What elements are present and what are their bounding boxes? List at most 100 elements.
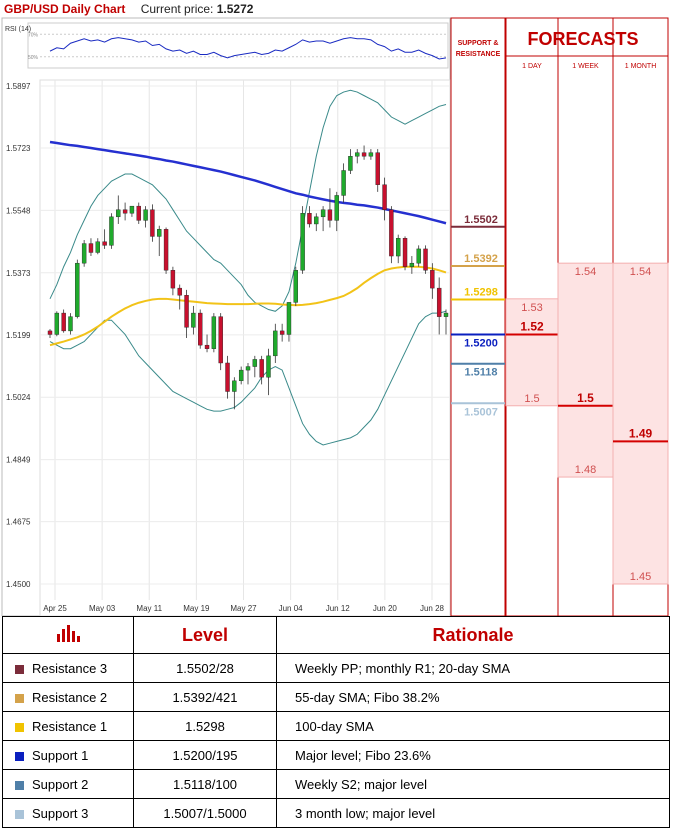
candle	[361, 145, 367, 160]
candle-body	[232, 380, 237, 392]
candle-body	[47, 330, 53, 335]
candle	[143, 206, 148, 228]
y-tick-label: 1.4849	[6, 456, 31, 465]
x-tick-label: Jun 20	[373, 604, 398, 613]
rsi-label: RSI (14)	[5, 26, 31, 33]
bollinger-lower-line	[49, 310, 447, 446]
sr-level-label: 1.5298	[464, 287, 498, 299]
candle-body	[355, 152, 360, 157]
table-row: Support 1 1.5200/195 Major level; Fibo 2…	[2, 740, 670, 770]
candle	[198, 309, 203, 349]
sr-header: RESISTANCE	[456, 51, 501, 58]
candle-body	[218, 316, 223, 364]
level-name: Resistance 1	[32, 718, 108, 734]
x-tick-label: May 03	[89, 604, 116, 613]
candle-body	[211, 316, 217, 349]
sr-level-label: 1.5200	[464, 337, 498, 349]
price-value: 1.5272	[216, 2, 254, 16]
bar-chart-icon	[57, 624, 80, 642]
sr-level-label: 1.5502	[464, 214, 498, 226]
level-rationale: Major level; Fibo 23.6%	[276, 740, 670, 770]
rsi-line	[49, 37, 447, 60]
candle	[129, 205, 135, 217]
level-name-cell: Resistance 1	[2, 711, 134, 741]
level-name-cell: Resistance 3	[2, 653, 134, 683]
table-header-icon-cell	[2, 616, 134, 654]
sma100-line	[49, 140, 447, 225]
table-header-row: Level Rationale	[2, 616, 670, 654]
y-tick-label: 1.5548	[6, 206, 31, 215]
candle-body	[170, 270, 176, 289]
candle-body	[286, 302, 292, 335]
forecast-value-label: 1.49	[629, 426, 653, 440]
candle	[273, 323, 278, 363]
candle-body	[252, 359, 258, 367]
level-name-cell: Resistance 2	[2, 682, 134, 712]
candle	[279, 323, 285, 342]
level-value: 1.5200/195	[133, 740, 277, 770]
candle	[409, 256, 415, 274]
candle	[211, 313, 217, 353]
candle	[88, 238, 94, 257]
candle-body	[320, 209, 326, 218]
candle-body	[163, 229, 169, 271]
candle	[320, 206, 326, 232]
candle-body	[143, 209, 148, 221]
x-tick-label: Jun 28	[420, 604, 445, 613]
candle	[157, 225, 162, 257]
candle-body	[334, 195, 339, 221]
candle	[95, 238, 100, 255]
forecast-range	[505, 298, 559, 407]
forecasts-title: FORECASTS	[527, 29, 638, 49]
sr-level-label: 1.5118	[464, 367, 497, 379]
candle	[191, 305, 196, 335]
level-value: 1.5502/28	[133, 653, 277, 683]
candle	[81, 239, 87, 267]
candle-body	[204, 344, 210, 349]
level-name-cell: Support 3	[2, 798, 134, 828]
y-tick-label: 1.5024	[6, 393, 31, 402]
candle	[402, 236, 408, 271]
table-row: Support 3 1.5007/1.5000 3 month low; maj…	[2, 798, 670, 828]
candle-body	[368, 152, 374, 157]
candle-body	[102, 241, 107, 246]
candle	[252, 355, 258, 378]
candle	[423, 245, 428, 274]
candle-body	[61, 312, 66, 332]
candle	[368, 149, 374, 160]
sr-header: SUPPORT &	[458, 40, 499, 47]
candle-body	[409, 262, 415, 267]
candle-body	[75, 262, 80, 317]
level-value: 1.5007/1.5000	[133, 798, 277, 828]
forecast-value-label: 1.48	[575, 464, 596, 476]
candle	[136, 202, 141, 224]
candle-body	[177, 287, 182, 296]
candle	[163, 227, 169, 274]
level-value: 1.5118/100	[133, 769, 277, 799]
x-tick-label: Jun 04	[279, 604, 304, 613]
candle	[334, 191, 339, 232]
x-tick-label: Jun 12	[326, 604, 351, 613]
table-row: Resistance 3 1.5502/28 Weekly PP; monthl…	[2, 653, 670, 683]
level-rationale: 3 month low; major level	[276, 798, 670, 828]
candle	[307, 206, 312, 228]
candle-body	[382, 184, 387, 210]
forecast-value-label: 1.54	[575, 266, 596, 278]
candle-body	[273, 330, 278, 357]
candle	[68, 313, 73, 335]
candle	[314, 213, 319, 232]
y-tick-label: 1.4500	[6, 580, 31, 589]
x-tick-label: May 19	[183, 604, 210, 613]
candle-body	[416, 248, 421, 264]
candle	[238, 366, 244, 385]
candle	[341, 163, 346, 203]
candle-body	[88, 243, 94, 253]
price-label: Current price:	[140, 2, 214, 16]
candle-body	[245, 366, 251, 371]
level-name: Resistance 3	[32, 660, 108, 676]
level-swatch	[15, 809, 24, 819]
table-row: Resistance 2 1.5392/421 55-day SMA; Fibo…	[2, 682, 670, 712]
candle-body	[307, 213, 312, 225]
candle	[430, 263, 435, 299]
candle-body	[116, 209, 121, 218]
